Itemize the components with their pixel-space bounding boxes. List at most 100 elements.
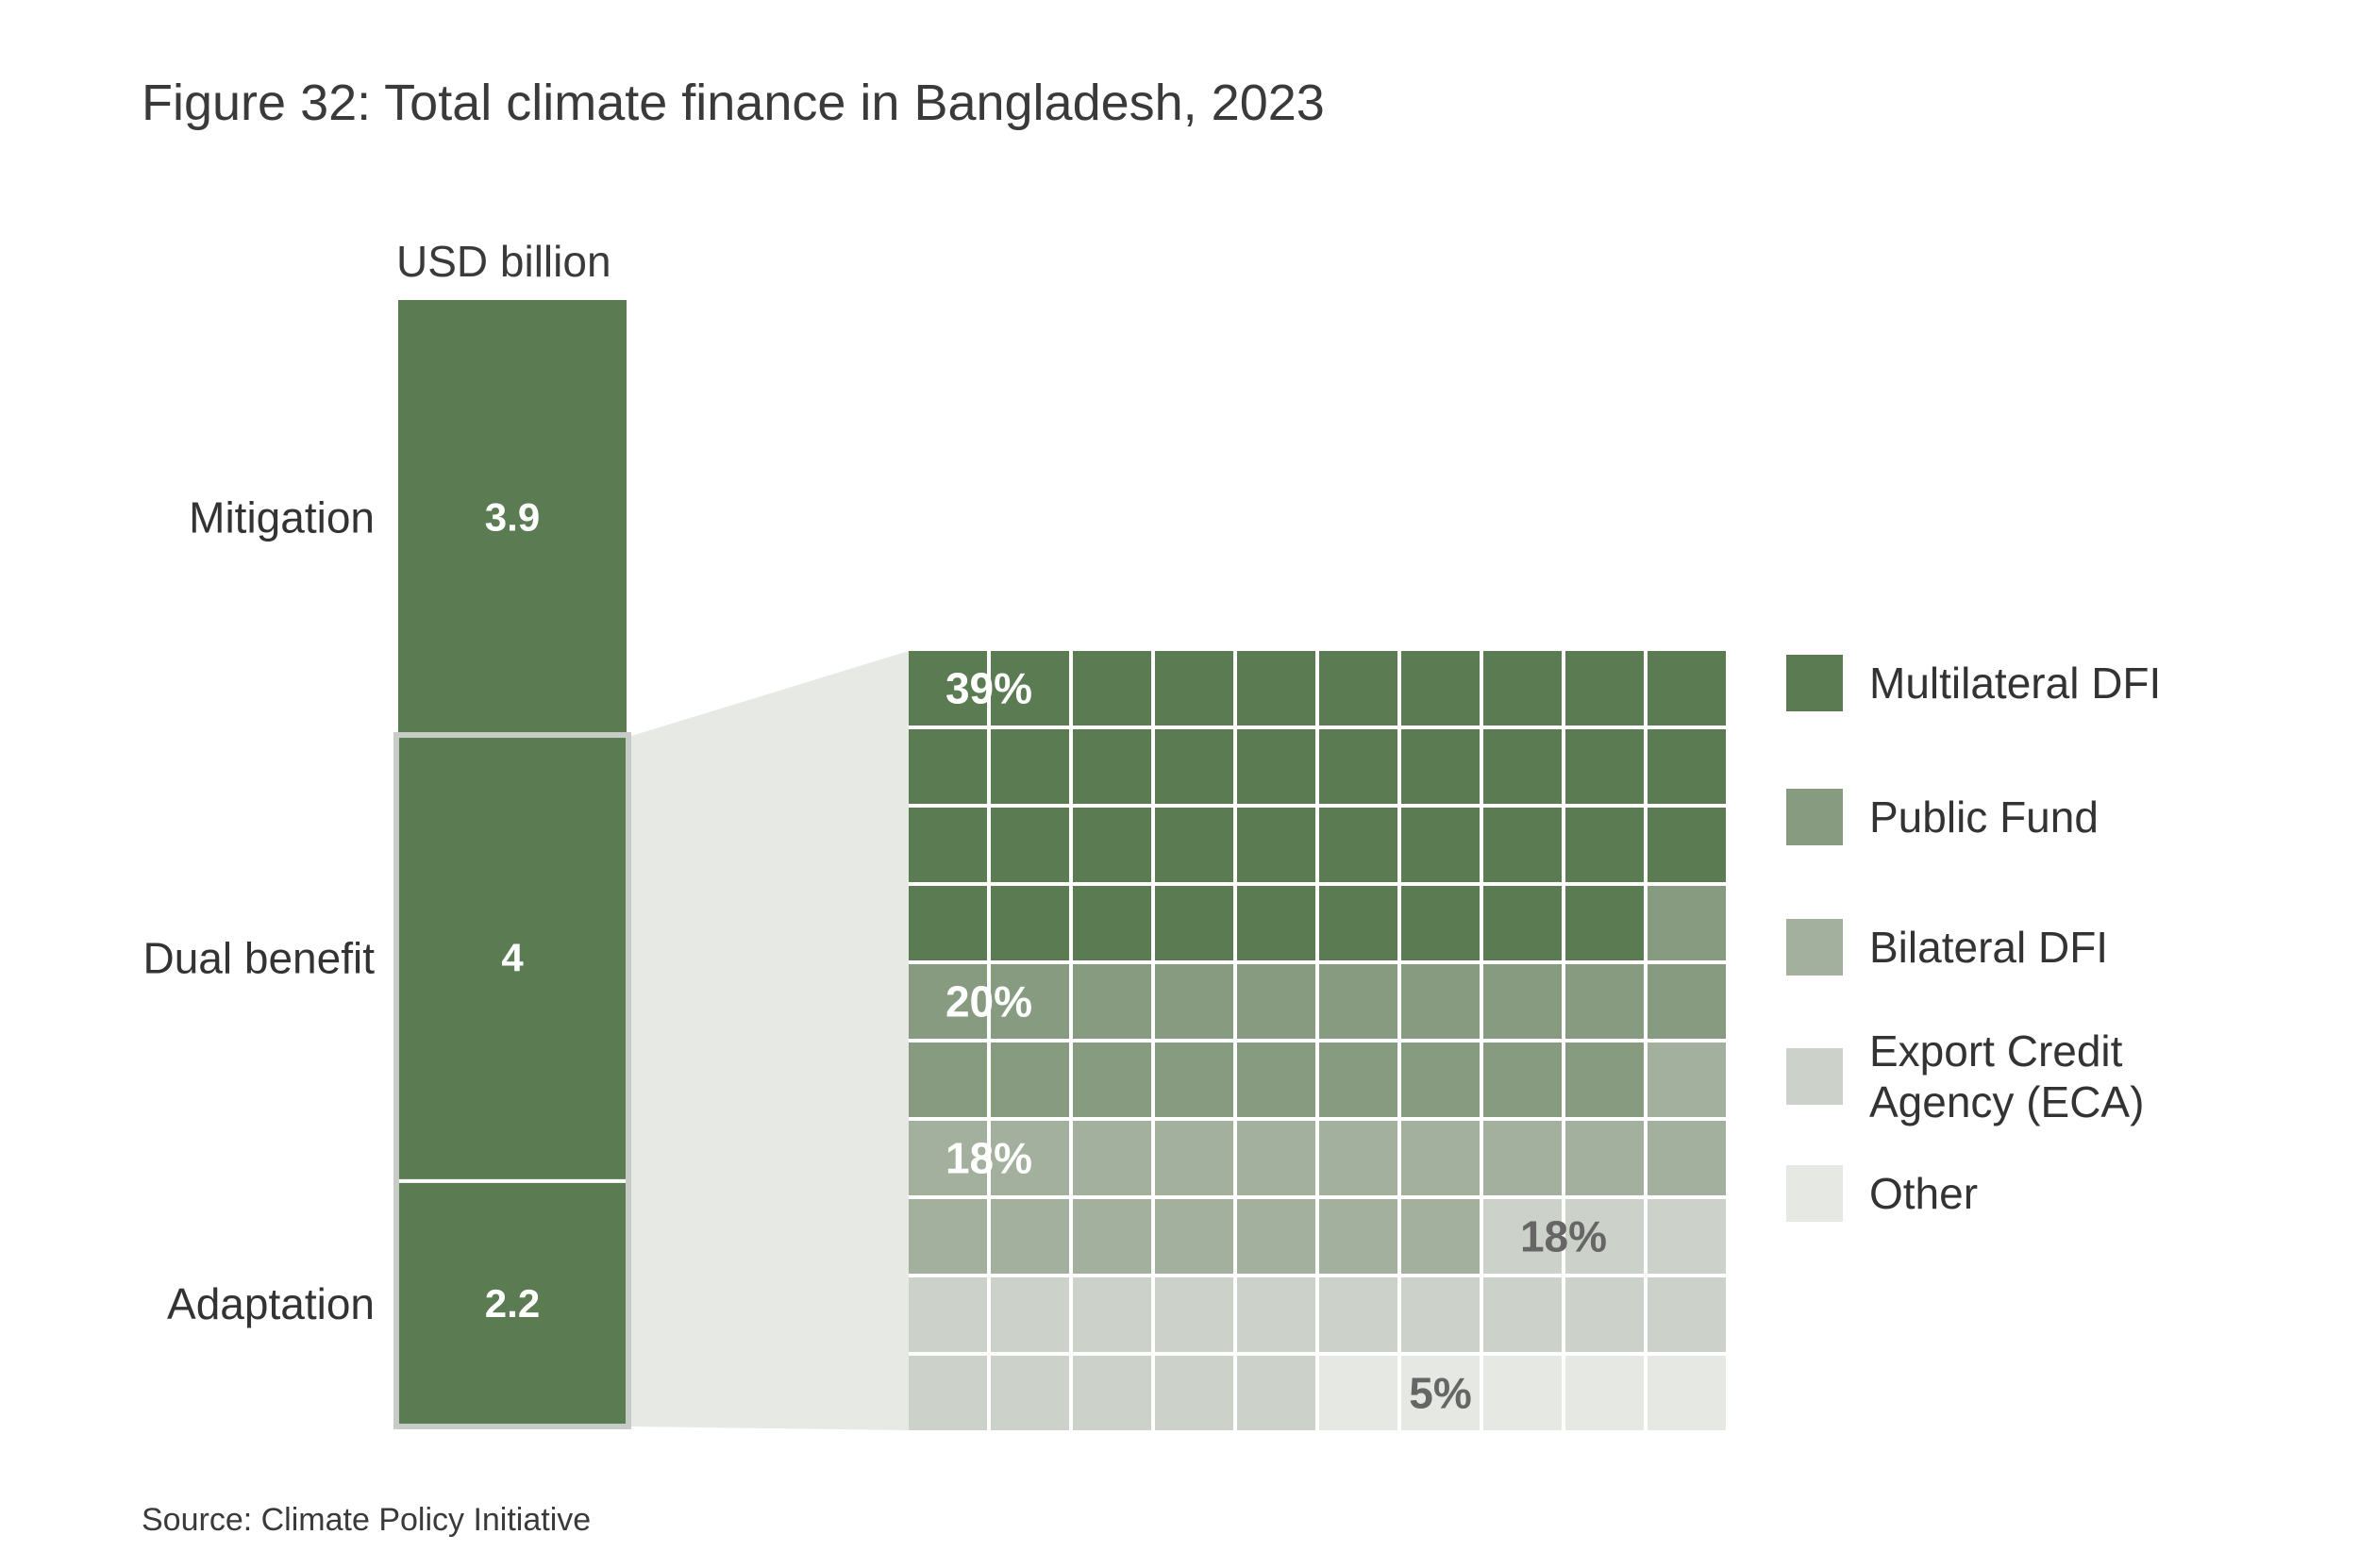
- waffle-cell-bilateral-dfi: [1155, 1121, 1233, 1195]
- waffle-cell-export-credit-agency-eca: [1648, 1277, 1726, 1352]
- waffle-cell-bilateral-dfi: [1401, 1121, 1480, 1195]
- waffle-cell-bilateral-dfi: [909, 1121, 987, 1195]
- waffle-cell-multilateral-dfi: [1565, 886, 1644, 960]
- waffle-cell-public-fund: [1155, 964, 1233, 1039]
- waffle-cell-multilateral-dfi: [909, 729, 987, 804]
- waffle-cell-export-credit-agency-eca: [1565, 1277, 1644, 1352]
- waffle-cell-other: [1565, 1356, 1644, 1430]
- category-label-adaptation: Adaptation: [167, 1279, 375, 1328]
- waffle-cell-export-credit-agency-eca: [1155, 1356, 1233, 1430]
- waffle-cell-export-credit-agency-eca: [1565, 1199, 1644, 1274]
- highlight-frame: [393, 732, 631, 1429]
- waffle-cell-export-credit-agency-eca: [1237, 1356, 1315, 1430]
- stacked-bar: 3.9 Mitigation 4 Dual benefit 2.2 Adaptation: [143, 300, 631, 1429]
- waffle-cell-public-fund: [1319, 964, 1397, 1039]
- legend-swatch-other: [1786, 1165, 1843, 1222]
- waffle-cell-bilateral-dfi: [1401, 1199, 1480, 1274]
- waffle-cell-multilateral-dfi: [1073, 729, 1151, 804]
- waffle-cell-public-fund: [1319, 1043, 1397, 1117]
- waffle-cell-export-credit-agency-eca: [1073, 1277, 1151, 1352]
- waffle-cell-bilateral-dfi: [1073, 1199, 1151, 1274]
- waffle-value-label-bilateral-dfi: 18%: [945, 1134, 1032, 1183]
- waffle-value-label-export-credit-agency-eca: 18%: [1520, 1212, 1607, 1261]
- waffle-cell-multilateral-dfi: [1155, 729, 1233, 804]
- waffle-value-label-public-fund: 20%: [945, 977, 1032, 1026]
- waffle-cell-public-fund: [1155, 1043, 1233, 1117]
- legend-swatch-multilateral-dfi: [1786, 655, 1843, 711]
- waffle-cell-public-fund: [1483, 1043, 1562, 1117]
- source-note: Source: Climate Policy Initiative: [142, 1502, 592, 1538]
- waffle-cell-public-fund: [991, 1043, 1069, 1117]
- waffle-cell-multilateral-dfi: [1073, 886, 1151, 960]
- waffle-cell-multilateral-dfi: [1155, 886, 1233, 960]
- waffle-cell-public-fund: [1401, 1043, 1480, 1117]
- waffle-cell-multilateral-dfi: [1401, 651, 1480, 726]
- waffle-cell-export-credit-agency-eca: [1155, 1277, 1233, 1352]
- waffle-cell-other: [1401, 1356, 1480, 1430]
- category-label-dual-benefit: Dual benefit: [143, 933, 376, 982]
- waffle-cell-multilateral-dfi: [1401, 886, 1480, 960]
- waffle-cell-multilateral-dfi: [1648, 729, 1726, 804]
- legend-swatch-export-credit-agency-eca: [1786, 1048, 1843, 1105]
- waffle-cell-multilateral-dfi: [1237, 729, 1315, 804]
- waffle-cell-multilateral-dfi: [1483, 651, 1562, 726]
- waffle-cell-other: [1648, 1356, 1726, 1430]
- waffle-cell-export-credit-agency-eca: [991, 1277, 1069, 1352]
- zoom-connector: [628, 651, 909, 1430]
- category-label-mitigation: Mitigation: [189, 493, 375, 542]
- legend: Multilateral DFI Public Fund Bilateral DFI…: [1786, 655, 2161, 1222]
- waffle-cell-multilateral-dfi: [909, 886, 987, 960]
- waffle-cell-bilateral-dfi: [1237, 1121, 1315, 1195]
- waffle-cell-bilateral-dfi: [1565, 1121, 1644, 1195]
- chart-title: Figure 32: Total climate finance in Bang…: [142, 75, 1325, 131]
- waffle-chart: 39% 20% 18% 18% 5%: [909, 651, 1726, 1430]
- waffle-cell-multilateral-dfi: [1565, 651, 1644, 726]
- waffle-cell-multilateral-dfi: [1237, 886, 1315, 960]
- waffle-cell-export-credit-agency-eca: [1401, 1277, 1480, 1352]
- waffle-cell-bilateral-dfi: [1319, 1121, 1397, 1195]
- legend-swatch-bilateral-dfi: [1786, 919, 1843, 976]
- legend-label-multilateral-dfi: Multilateral DFI: [1869, 659, 2161, 708]
- waffle-cell-bilateral-dfi: [1073, 1121, 1151, 1195]
- waffle-cell-multilateral-dfi: [1237, 808, 1315, 882]
- waffle-cell-multilateral-dfi: [1319, 808, 1397, 882]
- waffle-cell-public-fund: [1237, 1043, 1315, 1117]
- zoom-connector-layer: [628, 651, 909, 1430]
- waffle-cell-public-fund: [1648, 886, 1726, 960]
- waffle-cell-export-credit-agency-eca: [909, 1356, 987, 1430]
- waffle-value-label-other: 5%: [1409, 1369, 1471, 1418]
- waffle-cell-multilateral-dfi: [1319, 651, 1397, 726]
- waffle-cell-multilateral-dfi: [1155, 808, 1233, 882]
- legend-label-public-fund: Public Fund: [1869, 792, 2099, 842]
- waffle-cell-multilateral-dfi: [909, 808, 987, 882]
- waffle-cell-bilateral-dfi: [1648, 1043, 1726, 1117]
- waffle-cell-multilateral-dfi: [1319, 729, 1397, 804]
- waffle-cell-multilateral-dfi: [1073, 808, 1151, 882]
- bar-segment-adaptation: [398, 1180, 627, 1426]
- y-axis-unit-label: USD billion: [396, 237, 611, 286]
- waffle-cell-multilateral-dfi: [909, 651, 987, 726]
- waffle-cell-multilateral-dfi: [991, 886, 1069, 960]
- waffle-cell-bilateral-dfi: [909, 1199, 987, 1274]
- waffle-cell-public-fund: [1401, 964, 1480, 1039]
- legend-label-other: Other: [1869, 1169, 1978, 1218]
- waffle-cell-multilateral-dfi: [1648, 808, 1726, 882]
- waffle-cell-other: [1483, 1356, 1562, 1430]
- waffle-cell-public-fund: [909, 964, 987, 1039]
- waffle-cell-bilateral-dfi: [1483, 1121, 1562, 1195]
- bar-value-label-mitigation: 3.9: [485, 495, 540, 540]
- waffle-cell-multilateral-dfi: [991, 651, 1069, 726]
- waffle-cell-export-credit-agency-eca: [991, 1356, 1069, 1430]
- waffle-cell-multilateral-dfi: [1565, 729, 1644, 804]
- legend-label-export-credit-agency-eca: Export Credit: [1869, 1026, 2123, 1076]
- waffle-cell-bilateral-dfi: [1648, 1121, 1726, 1195]
- waffle-cell-export-credit-agency-eca: [1073, 1356, 1151, 1430]
- waffle-cell-multilateral-dfi: [1565, 808, 1644, 882]
- waffle-cell-public-fund: [1648, 964, 1726, 1039]
- bar-value-label-adaptation: 2.2: [485, 1281, 540, 1326]
- bar-value-label-dual-benefit: 4: [501, 935, 524, 979]
- waffle-cell-public-fund: [909, 1043, 987, 1117]
- waffle-cell-multilateral-dfi: [1483, 808, 1562, 882]
- waffle-cell-multilateral-dfi: [1155, 651, 1233, 726]
